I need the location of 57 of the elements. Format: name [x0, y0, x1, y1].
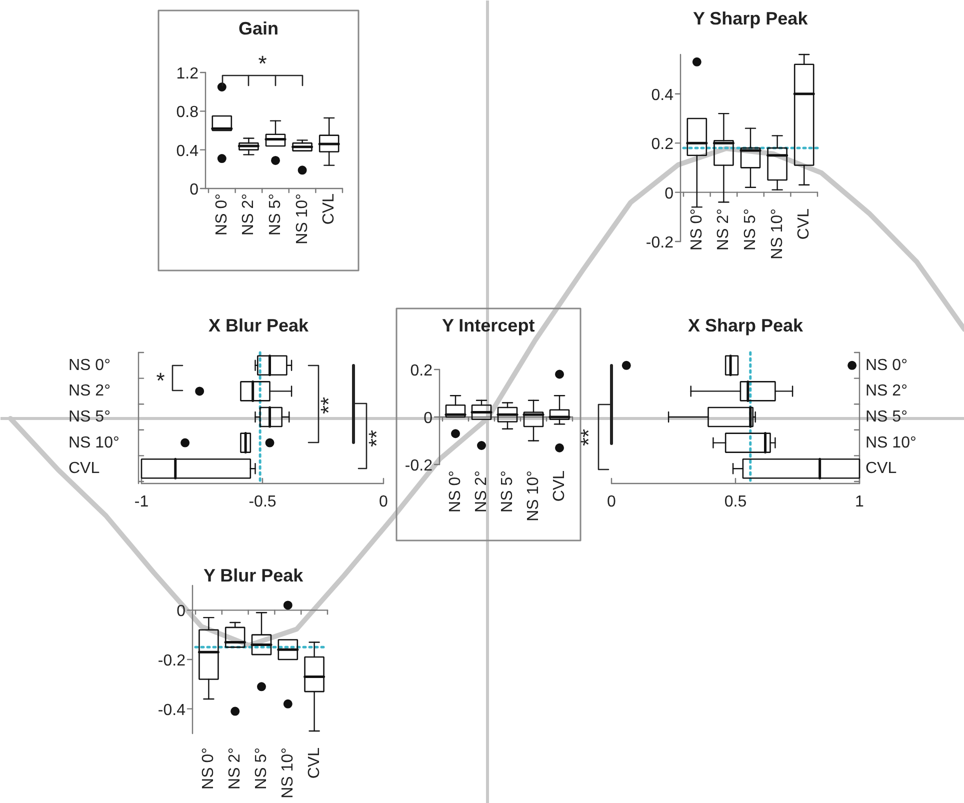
chart-title: Gain: [238, 18, 279, 38]
x-tick-label: 1: [855, 494, 864, 510]
y-tick-label: 0.2: [410, 362, 433, 380]
y-tick-label: 0.2: [651, 136, 674, 154]
y-tick-label: 0: [190, 182, 199, 198]
chart-title: Y Sharp Peak: [692, 8, 809, 28]
y-tick-label: -0.2: [158, 652, 186, 670]
x-tick-label: NS 10°: [279, 747, 296, 798]
y-tick-label: -0.4: [158, 702, 186, 719]
x-tick-label: NS 5°: [253, 748, 270, 790]
y-tick-label: 0: [424, 410, 433, 427]
y-tick-label: NS 5°: [68, 408, 110, 426]
x-tick-label: NS 5°: [499, 470, 516, 512]
x-tick-label: NS 10°: [525, 470, 542, 522]
x-tick-label: 0: [379, 494, 388, 510]
y-tick-label: 0.4: [176, 142, 199, 160]
x-tick-label: 0: [607, 494, 616, 510]
x-tick-label: CVL: [320, 193, 338, 225]
x-tick-label: NS 0°: [688, 208, 706, 250]
y-tick-label: 0: [176, 603, 186, 620]
annotation: **: [316, 396, 341, 414]
y-tick-label: 0.8: [176, 104, 199, 122]
y-tick-label: 1.2: [176, 66, 199, 82]
annotation: **: [364, 430, 389, 448]
x-tick-label: NS 2°: [715, 208, 732, 250]
annotation: *: [156, 368, 166, 393]
y-tick-label: -0.2: [646, 234, 674, 252]
chart-title: Y Blur Peak: [203, 566, 304, 586]
x-tick-label: 0.5: [724, 494, 747, 510]
x-tick-label: CVL: [796, 208, 813, 240]
y-tick-label: NS 5°: [866, 408, 908, 426]
chart-title: X Sharp Peak: [688, 316, 804, 336]
x-tick-label: NS 2°: [240, 194, 258, 236]
y-tick-label: NS 10°: [68, 434, 120, 452]
y-tick-label: NS 2°: [68, 382, 110, 400]
x-tick-label: NS 10°: [294, 193, 311, 244]
y-tick-label: NS 10°: [866, 434, 916, 452]
x-tick-label: NS 5°: [267, 194, 284, 236]
x-tick-label: NS 0°: [213, 194, 230, 236]
y-tick-label: NS 0°: [68, 356, 110, 374]
y-tick-label: NS 0°: [866, 356, 908, 374]
y-tick-label: NS 2°: [866, 382, 908, 400]
x-tick-label: -0.5: [248, 494, 276, 510]
annotation: **: [576, 428, 601, 446]
y-tick-label: -0.2: [404, 458, 433, 474]
x-tick-label: NS 2°: [473, 470, 490, 512]
x-tick-label: NS 5°: [742, 208, 759, 250]
chart-title: X Blur Peak: [208, 316, 310, 336]
x-tick-label: NS 10°: [768, 208, 786, 260]
chart-title: Y Intercept: [442, 316, 535, 336]
x-tick-label: CVL: [306, 747, 323, 779]
x-tick-label: -1: [134, 494, 149, 510]
x-tick-label: CVL: [551, 470, 568, 502]
x-tick-label: NS 2°: [226, 748, 244, 790]
x-tick-label: NS 0°: [447, 470, 464, 512]
y-tick-label: 0.4: [651, 86, 674, 104]
annotation: *: [258, 51, 268, 76]
